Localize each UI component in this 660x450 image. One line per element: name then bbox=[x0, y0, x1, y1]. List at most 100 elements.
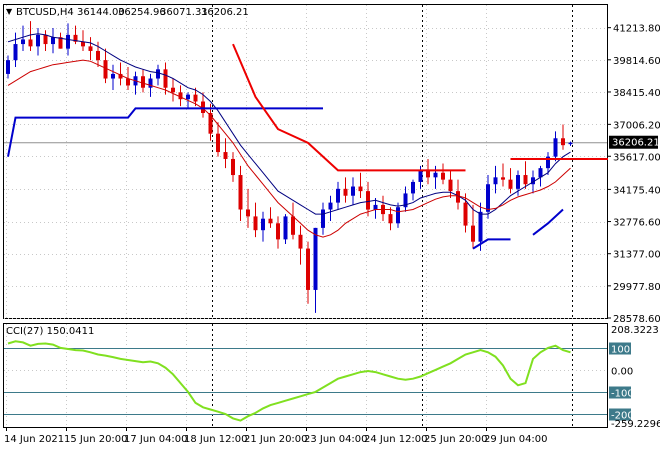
header-arrow: ▼ bbox=[6, 7, 13, 16]
candle[interactable] bbox=[561, 124, 565, 150]
candle[interactable] bbox=[43, 30, 48, 51]
cci-pane[interactable] bbox=[3, 323, 608, 428]
candle[interactable] bbox=[553, 131, 558, 162]
cci-max-label: 208.3223 bbox=[611, 325, 659, 336]
candle[interactable] bbox=[193, 87, 198, 107]
candle[interactable] bbox=[208, 103, 213, 141]
candle[interactable] bbox=[171, 78, 175, 102]
ma-fast-line bbox=[7, 33, 571, 215]
header-close: 36206.21 bbox=[201, 7, 249, 18]
y-tick-label: 29977.80 bbox=[613, 282, 660, 293]
candle[interactable] bbox=[88, 37, 93, 61]
x-tick-label: 25 Jun 20:00 bbox=[424, 434, 488, 445]
candle[interactable] bbox=[403, 186, 408, 212]
candle[interactable] bbox=[238, 165, 243, 221]
candle[interactable] bbox=[276, 216, 280, 249]
candle[interactable] bbox=[298, 225, 303, 265]
candle[interactable] bbox=[156, 64, 160, 86]
candle[interactable] bbox=[103, 48, 108, 84]
candle[interactable] bbox=[448, 170, 453, 199]
candle[interactable] bbox=[6, 55, 10, 79]
cci-series bbox=[4, 340, 607, 422]
candle[interactable] bbox=[546, 152, 550, 176]
candle[interactable] bbox=[291, 202, 295, 240]
y-tick-label: 34175.40 bbox=[613, 185, 660, 196]
candle[interactable] bbox=[118, 62, 123, 86]
candle[interactable] bbox=[178, 85, 183, 107]
candle[interactable] bbox=[21, 25, 25, 51]
cci-level-label: -200 bbox=[611, 411, 634, 422]
candle[interactable] bbox=[223, 138, 228, 169]
y-tick-label: 28578.60 bbox=[613, 314, 660, 325]
candle[interactable] bbox=[351, 177, 355, 205]
y-tick-label: 41213.80 bbox=[613, 24, 660, 35]
candle[interactable] bbox=[261, 211, 265, 242]
cci-level-box bbox=[609, 386, 631, 399]
candle[interactable] bbox=[163, 62, 168, 95]
ma-slow-line bbox=[7, 59, 571, 238]
candle[interactable] bbox=[13, 32, 18, 68]
header-open: 36144.00 bbox=[77, 7, 125, 18]
candle[interactable] bbox=[523, 161, 528, 189]
candle[interactable] bbox=[538, 165, 543, 187]
red-trail-line bbox=[232, 43, 466, 172]
candle[interactable] bbox=[366, 181, 370, 217]
axes: 41213.80 39814.60 38415.40 37006.20 35617.00… bbox=[4, 24, 660, 445]
candle[interactable] bbox=[456, 179, 460, 210]
candle[interactable] bbox=[283, 214, 288, 244]
candle[interactable] bbox=[111, 64, 115, 91]
price-tag-label: 36206.21 bbox=[612, 138, 660, 149]
candle[interactable] bbox=[486, 175, 490, 219]
cci-level-box bbox=[609, 342, 631, 355]
candle[interactable] bbox=[501, 163, 505, 187]
blue-trail-line bbox=[472, 238, 511, 250]
candle[interactable] bbox=[81, 30, 85, 51]
cci-min-label: -259.2296 bbox=[611, 419, 660, 430]
candle[interactable] bbox=[201, 92, 205, 118]
candle[interactable] bbox=[388, 207, 393, 231]
candle[interactable] bbox=[51, 27, 55, 54]
x-tick-label: 14 Jun 2021 bbox=[4, 434, 64, 445]
main-pane[interactable] bbox=[3, 4, 608, 319]
candle[interactable] bbox=[216, 122, 220, 157]
candle[interactable] bbox=[58, 32, 63, 49]
candle[interactable] bbox=[396, 202, 400, 228]
y-tick-label: 37006.20 bbox=[613, 120, 660, 131]
candle[interactable] bbox=[28, 21, 33, 51]
header-symbol: BTCUSD,H4 bbox=[16, 7, 74, 18]
x-tick-label: 23 Jun 04:00 bbox=[304, 434, 368, 445]
candle[interactable] bbox=[268, 207, 273, 228]
blue-trail-line bbox=[7, 107, 323, 157]
y-tick-label: 39814.60 bbox=[613, 56, 660, 67]
candle[interactable] bbox=[246, 188, 250, 228]
cci-label: CCI(27) 150.0411 bbox=[6, 326, 94, 337]
y-tick-label: 31377.00 bbox=[613, 250, 660, 261]
main-series bbox=[4, 21, 608, 313]
candle[interactable] bbox=[441, 163, 445, 185]
candle[interactable] bbox=[141, 69, 145, 93]
candle[interactable] bbox=[568, 141, 573, 146]
candle[interactable] bbox=[336, 181, 340, 210]
candle[interactable] bbox=[321, 202, 325, 235]
candle[interactable] bbox=[306, 241, 310, 304]
candle[interactable] bbox=[508, 168, 513, 194]
candle[interactable] bbox=[471, 204, 475, 249]
header-low: 36071.31 bbox=[160, 7, 208, 18]
x-tick-label: 29 Jun 04:00 bbox=[484, 434, 548, 445]
price-tag bbox=[609, 135, 658, 149]
candle[interactable] bbox=[358, 172, 363, 199]
candle[interactable] bbox=[343, 177, 348, 203]
candle[interactable] bbox=[36, 27, 40, 56]
candle[interactable] bbox=[493, 165, 498, 194]
candle[interactable] bbox=[328, 195, 333, 221]
candle[interactable] bbox=[313, 227, 318, 313]
candle[interactable] bbox=[373, 198, 378, 219]
y-tick-label: 38415.40 bbox=[613, 88, 660, 99]
candle[interactable] bbox=[411, 179, 415, 201]
candle[interactable] bbox=[231, 152, 235, 182]
candle[interactable] bbox=[426, 158, 430, 185]
x-tick-label: 15 Jun 20:00 bbox=[64, 434, 128, 445]
cci-level-label: 100 bbox=[611, 345, 630, 356]
candle[interactable] bbox=[253, 202, 258, 238]
